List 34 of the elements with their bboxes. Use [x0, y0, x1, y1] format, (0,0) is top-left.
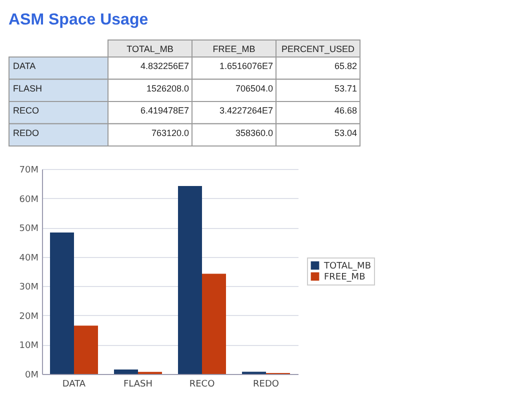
data-label: 46.68: [334, 106, 357, 116]
data-label: 6.419478E7: [140, 106, 189, 116]
category-label: RECO: [13, 106, 40, 116]
y-tick-label: 40M: [19, 253, 38, 264]
legend-label: FREE_MB: [324, 272, 366, 282]
y-tick-label: 70M: [19, 166, 38, 176]
data-label: 3.4227264E7: [219, 106, 273, 116]
data-label: 358360.0: [235, 128, 273, 138]
category-label: FLASH: [13, 83, 42, 94]
text: ASM Space Usage: [8, 12, 148, 28]
x-tick-label: DATA: [62, 380, 86, 390]
data-label: 706504.0: [235, 83, 273, 94]
y-tick-label: 60M: [19, 194, 38, 205]
y-tick-label: 10M: [19, 341, 38, 352]
y-tick-label: 0M: [25, 370, 38, 380]
legend-label: TOTAL_MB: [323, 262, 371, 272]
y-tick-label: 50M: [19, 224, 38, 234]
category-label: DATA: [13, 61, 36, 71]
y-tick-label: 30M: [19, 282, 38, 293]
series-label: TOTAL_MB: [126, 44, 174, 54]
data-label: 1526208.0: [146, 83, 189, 94]
x-tick-label: FLASH: [123, 380, 153, 390]
x-tick-label: RECO: [189, 380, 215, 390]
data-label: 53.04: [334, 128, 357, 138]
data-label: 763120.0: [151, 128, 189, 138]
series-label: PERCENT_USED: [281, 44, 356, 54]
series-label: FREE_MB: [212, 44, 256, 54]
category-label: REDO: [13, 128, 40, 138]
x-tick-label: REDO: [253, 380, 279, 390]
data-label: 4.832256E7: [140, 61, 189, 71]
data-label: 65.82: [334, 61, 357, 71]
data-label: 53.71: [334, 83, 357, 94]
data-label: 1.6516076E7: [219, 61, 273, 71]
y-tick-label: 20M: [19, 312, 38, 322]
